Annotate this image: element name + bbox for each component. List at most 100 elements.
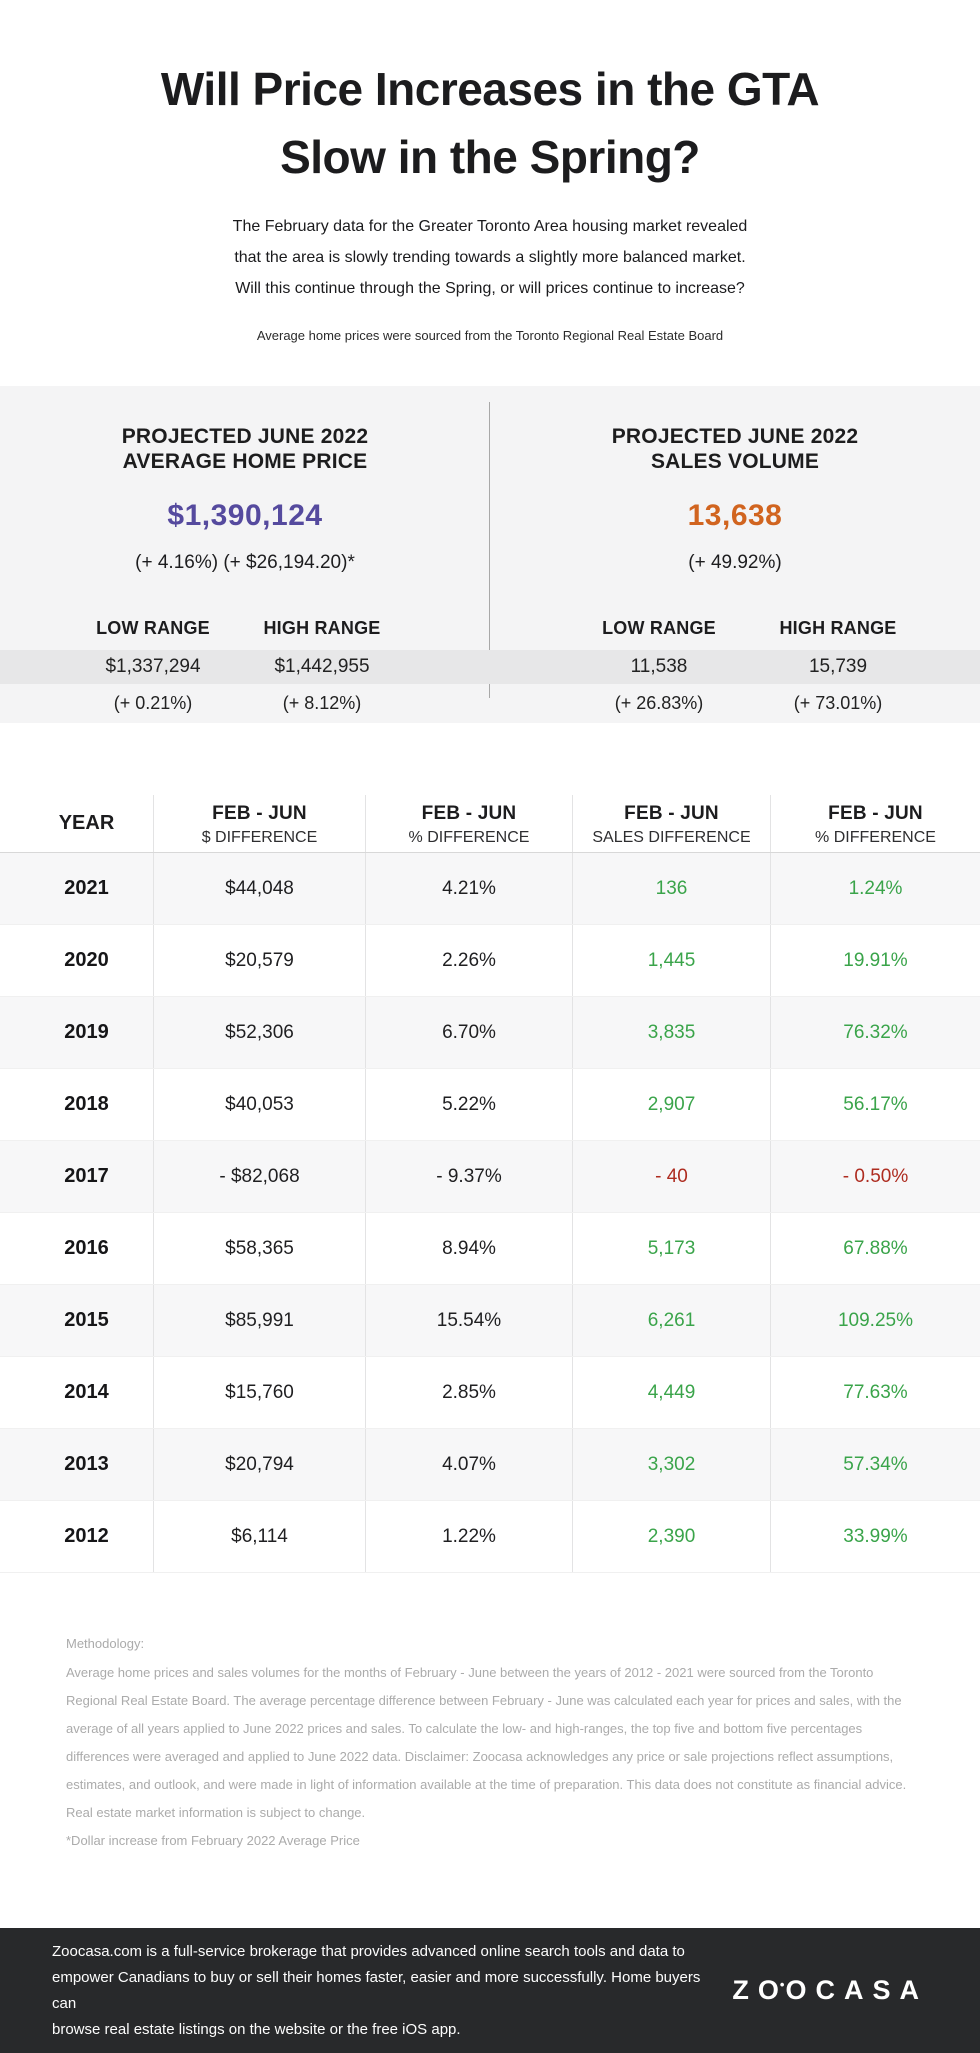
- price-low-range-label: LOW RANGE: [96, 618, 210, 638]
- title-line-2: Slow in the Spring?: [280, 131, 700, 183]
- sales-low-range-change: (+ 26.83%): [614, 693, 704, 713]
- year-cell: 2016: [0, 1213, 154, 1284]
- dollar-diff-cell: $15,760: [154, 1357, 366, 1428]
- table-row: 2018 $40,053 5.22% 2,907 56.17%: [0, 1069, 980, 1141]
- year-cell: 2021: [0, 853, 154, 924]
- price-high-range-change: (+ 8.12%): [282, 693, 362, 713]
- range-labels-row: LOW RANGE HIGH RANGE LOW RANGE HIGH RANG…: [0, 616, 980, 640]
- methodology-footnote: *Dollar increase from February 2022 Aver…: [66, 1833, 360, 1848]
- year-cell: 2015: [0, 1285, 154, 1356]
- header-pct-diff: FEB - JUN % DIFFERENCE: [366, 795, 573, 852]
- sales-diff-cell: 3,302: [573, 1429, 771, 1500]
- dollar-diff-cell: $58,365: [154, 1213, 366, 1284]
- projected-sales-change: (+ 49.92%): [688, 552, 782, 573]
- page-title: Will Price Increases in the GTA Slow in …: [0, 0, 980, 191]
- header: Will Price Increases in the GTA Slow in …: [0, 0, 980, 343]
- header-line2: % DIFFERENCE: [408, 829, 530, 846]
- sales-pct-diff-cell: 1.24%: [848, 877, 903, 899]
- header-line1: FEB - JUN: [212, 803, 307, 824]
- range-changes-row: (+ 0.21%) (+ 8.12%) (+ 26.83%) (+ 73.01%…: [0, 691, 980, 715]
- pct-diff-cell: 2.85%: [366, 1357, 573, 1428]
- price-high-range-label: HIGH RANGE: [263, 618, 381, 638]
- projections-panel: PROJECTED JUNE 2022 AVERAGE HOME PRICE $…: [0, 386, 980, 723]
- pct-diff-cell: 2.26%: [366, 925, 573, 996]
- logo-text-zo: ZO: [732, 1975, 788, 2005]
- pct-diff-cell: 8.94%: [366, 1213, 573, 1284]
- data-table: YEAR FEB - JUN $ DIFFERENCE FEB - JUN % …: [0, 795, 980, 1573]
- dollar-diff-cell: - $82,068: [154, 1141, 366, 1212]
- header-sales-pct-diff: FEB - JUN % DIFFERENCE: [771, 795, 980, 852]
- header-line1: FEB - JUN: [624, 803, 719, 824]
- sales-low-range-value: 11,538: [630, 656, 688, 677]
- pct-diff-cell: 6.70%: [366, 997, 573, 1068]
- dollar-diff-cell: $20,579: [154, 925, 366, 996]
- pct-diff-cell: 4.07%: [366, 1429, 573, 1500]
- pct-diff-cell: 5.22%: [366, 1069, 573, 1140]
- logo-dot: •: [779, 1977, 785, 1992]
- table-row: 2019 $52,306 6.70% 3,835 76.32%: [0, 997, 980, 1069]
- projected-sales-value: 13,638: [687, 499, 783, 532]
- sales-pct-diff-cell: 67.88%: [843, 1237, 908, 1259]
- header-line2: $ DIFFERENCE: [201, 829, 318, 846]
- dollar-diff-cell: $85,991: [154, 1285, 366, 1356]
- methodology-section: Methodology: Average home prices and sal…: [66, 1630, 916, 1855]
- header-line2: % DIFFERENCE: [815, 829, 936, 846]
- price-low-range-value: $1,337,294: [105, 656, 201, 677]
- dollar-diff-cell: $40,053: [154, 1069, 366, 1140]
- price-low-range-change: (+ 0.21%): [113, 693, 193, 713]
- range-values-row: $1,337,294 $1,442,955 11,538 15,739: [0, 650, 980, 684]
- sales-pct-diff-cell: 76.32%: [843, 1021, 908, 1043]
- sales-high-range-label: HIGH RANGE: [779, 618, 897, 638]
- sales-diff-cell: 3,835: [573, 997, 771, 1068]
- sales-pct-diff-cell: 33.99%: [843, 1525, 908, 1547]
- year-cell: 2017: [0, 1141, 154, 1212]
- table-header: YEAR FEB - JUN $ DIFFERENCE FEB - JUN % …: [0, 795, 980, 853]
- projection-halves: PROJECTED JUNE 2022 AVERAGE HOME PRICE $…: [0, 386, 980, 574]
- dollar-diff-cell: $52,306: [154, 997, 366, 1068]
- table-row: 2020 $20,579 2.26% 1,445 19.91%: [0, 925, 980, 997]
- header-dollar-diff: FEB - JUN $ DIFFERENCE: [154, 795, 366, 852]
- zoocasa-logo: ZO•OCASA: [732, 1975, 928, 2006]
- sales-diff-cell: 5,173: [573, 1213, 771, 1284]
- sales-pct-diff-cell: 109.25%: [837, 1309, 913, 1331]
- source-note: Average home prices were sourced from th…: [256, 328, 724, 343]
- table-row: 2012 $6,114 1.22% 2,390 33.99%: [0, 1501, 980, 1573]
- sales-diff-cell: 1,445: [573, 925, 771, 996]
- year-cell: 2013: [0, 1429, 154, 1500]
- sales-title-line-2: SALES VOLUME: [650, 450, 820, 473]
- sales-pct-diff-cell: 56.17%: [843, 1093, 908, 1115]
- price-projection-title: PROJECTED JUNE 2022 AVERAGE HOME PRICE: [0, 386, 490, 474]
- sales-projection-title: PROJECTED JUNE 2022 SALES VOLUME: [490, 386, 980, 474]
- vertical-divider: [489, 402, 490, 698]
- pct-diff-cell: 1.22%: [366, 1501, 573, 1572]
- sales-projection: PROJECTED JUNE 2022 SALES VOLUME 13,638 …: [490, 386, 980, 574]
- sales-high-range-value: 15,739: [808, 656, 868, 677]
- pct-diff-cell: - 9.37%: [366, 1141, 573, 1212]
- year-cell: 2012: [0, 1501, 154, 1572]
- header-sales-diff: FEB - JUN SALES DIFFERENCE: [573, 795, 771, 852]
- header-line2: SALES DIFFERENCE: [592, 829, 751, 846]
- sales-pct-diff-cell: 77.63%: [843, 1381, 908, 1403]
- sales-diff-cell: 2,907: [573, 1069, 771, 1140]
- dollar-diff-cell: $44,048: [154, 853, 366, 924]
- sales-pct-diff-cell: - 0.50%: [842, 1165, 909, 1187]
- header-year: YEAR: [0, 795, 154, 852]
- year-cell: 2014: [0, 1357, 154, 1428]
- sales-title-line-1: PROJECTED JUNE 2022: [611, 425, 859, 448]
- table-row: 2016 $58,365 8.94% 5,173 67.88%: [0, 1213, 980, 1285]
- price-title-line-2: AVERAGE HOME PRICE: [122, 450, 368, 473]
- dollar-diff-cell: $20,794: [154, 1429, 366, 1500]
- projected-price-value: $1,390,124: [167, 499, 323, 532]
- sales-diff-cell: 6,261: [573, 1285, 771, 1356]
- price-high-range-value: $1,442,955: [274, 656, 370, 677]
- footer: Zoocasa.com is a full-service brokerage …: [0, 1928, 980, 2053]
- sales-low-range-label: LOW RANGE: [602, 618, 716, 638]
- header-line1: FEB - JUN: [421, 803, 517, 824]
- header-line1: FEB - JUN: [828, 803, 923, 824]
- sales-high-range-change: (+ 73.01%): [793, 693, 883, 713]
- table-row: 2015 $85,991 15.54% 6,261 109.25%: [0, 1285, 980, 1357]
- sales-diff-cell: - 40: [573, 1141, 771, 1212]
- sales-pct-diff-cell: 57.34%: [843, 1453, 908, 1475]
- sales-diff-cell: 2,390: [573, 1501, 771, 1572]
